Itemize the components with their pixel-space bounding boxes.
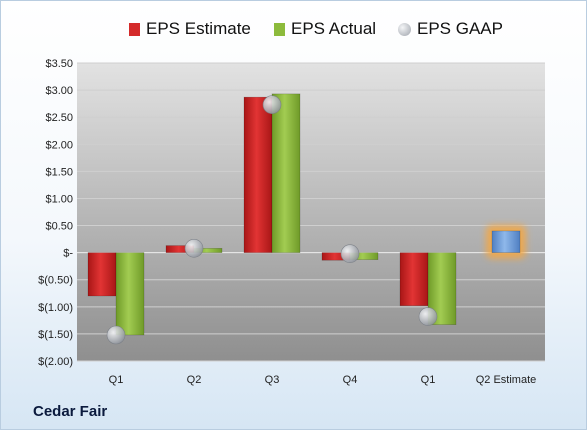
legend-swatch-eps-actual: [274, 22, 285, 36]
y-tick-label: $(1.50): [38, 329, 73, 341]
legend-label-eps-estimate: EPS Estimate: [146, 19, 251, 38]
y-axis-ticks: $3.50 $3.00 $2.50 $2.00 $1.50 $1.00 $0.50 $- $(0…: [38, 58, 73, 368]
y-tick-label: $(1.00): [38, 302, 73, 314]
y-tick-label: $1.00: [45, 193, 73, 205]
x-tick-label: Q2 Estimate: [476, 374, 537, 386]
y-tick-label: $2.00: [45, 139, 73, 151]
legend-item-eps-actual: EPS Actual: [274, 17, 376, 41]
eps-actual-bar: [271, 93, 301, 253]
y-tick-label: $3.50: [45, 58, 73, 70]
gridlines: [77, 62, 545, 362]
y-tick-label: $3.00: [45, 85, 73, 97]
legend-swatch-eps-gaap: [398, 22, 411, 36]
x-tick-label: Q1: [421, 374, 436, 386]
plot-area: [77, 63, 545, 361]
y-tick-label: $(0.50): [38, 275, 73, 287]
y-tick-label: $0.50: [45, 221, 73, 233]
legend-item-eps-estimate: EPS Estimate: [129, 17, 251, 41]
x-tick-label: Q4: [343, 374, 358, 386]
y-tick-label: $-: [63, 248, 73, 260]
y-tick-label: $1.50: [45, 166, 73, 178]
legend-swatch-eps-estimate: [129, 22, 140, 36]
x-axis-ticks: Q1 Q2 Q3 Q4 Q1 Q2 Estimate: [109, 374, 537, 386]
eps-estimate-bar: [87, 252, 117, 297]
eps-gaap-marker: [184, 239, 204, 258]
eps-gaap-marker: [262, 95, 282, 115]
x-tick-label: Q2: [187, 374, 202, 386]
legend-label-eps-gaap: EPS GAAP: [417, 19, 503, 38]
y-tick-label: $2.50: [45, 112, 73, 124]
y-tick-label: $(2.00): [38, 356, 73, 368]
eps-gaap-marker: [340, 244, 360, 264]
legend-item-eps-gaap: EPS GAAP: [398, 17, 503, 41]
x-tick-label: Q3: [265, 374, 280, 386]
eps-estimate-bar: [399, 252, 429, 307]
eps-gaap-marker: [106, 325, 126, 345]
chart-legend: EPS Estimate EPS Actual EPS GAAP: [1, 17, 587, 41]
legend-label-eps-actual: EPS Actual: [291, 19, 377, 38]
eps-gaap-marker: [418, 307, 438, 326]
eps-estimate-bar: [243, 96, 273, 253]
gaap-markers: [106, 95, 438, 345]
bar-marks: [87, 93, 526, 336]
next-estimate-bar: [491, 230, 521, 253]
x-tick-label: Q1: [109, 374, 124, 386]
eps-actual-bar: [115, 252, 145, 336]
company-name: Cedar Fair: [33, 403, 108, 420]
